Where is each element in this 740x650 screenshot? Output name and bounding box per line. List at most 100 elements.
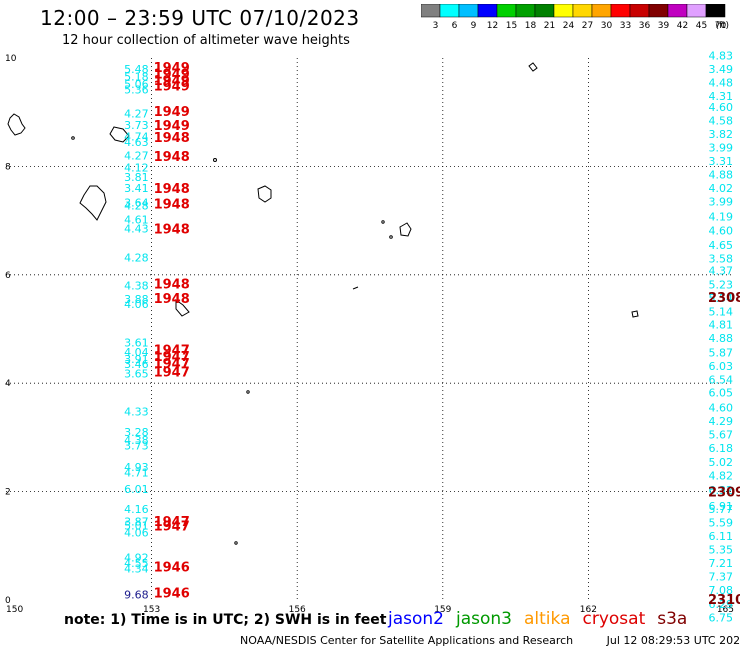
time-label: 1948: [154, 197, 190, 212]
islet: [213, 158, 217, 162]
wave-height-label: 4.65: [709, 239, 734, 252]
wave-height-label: 4.88: [709, 332, 734, 345]
x-tick-label: 162: [580, 605, 597, 615]
colorbar-swatch: [477, 4, 498, 18]
colorbar-swatch: [439, 4, 460, 18]
wave-height-label: 3.87: [124, 515, 149, 528]
islet: [389, 235, 393, 239]
time-label: 1947: [154, 357, 190, 372]
time-label: 1947: [154, 350, 190, 365]
wave-height-label: 3.61: [124, 337, 149, 350]
colorbar-label: 9: [471, 21, 477, 31]
wave-height-label: 6.54: [709, 373, 734, 386]
time-label: 2310: [708, 593, 740, 608]
x-tick-label: 159: [434, 605, 451, 615]
colorbar: 3 6 9 12 15 18 21 24 27 30 33 36 39 42 45 70(ft): [421, 4, 729, 31]
colorbar-swatch: [591, 4, 612, 18]
wave-height-label: 4.12: [124, 161, 149, 174]
wave-height-label: 4.74: [124, 131, 149, 144]
colorbar-swatch: [553, 4, 574, 18]
island-outline: [257, 185, 272, 203]
wave-height-label: 3.88: [124, 293, 149, 306]
islet: [352, 286, 359, 290]
y-tick-label: 10: [5, 54, 17, 64]
wave-height-label: 4.60: [709, 101, 734, 114]
wave-height-label: 4.60: [709, 402, 734, 415]
wave-height-label: 4.55: [124, 557, 149, 570]
wave-height-label: 4.27: [124, 150, 149, 163]
credit-line: NOAA/NESDIS Center for Satellite Applica…: [240, 634, 740, 647]
wave-height-label: 5.23: [709, 279, 734, 292]
y-tick-label: 0: [5, 596, 11, 606]
mission-altika: altika: [524, 609, 571, 629]
wave-height-label: 4.29: [709, 415, 734, 428]
wave-height-label: 4.28: [124, 251, 149, 264]
wave-height-label: 7.08: [709, 584, 734, 597]
wave-height-label: 3.99: [709, 196, 734, 209]
time-label: 1949: [154, 61, 190, 76]
colorbar-label: 12: [487, 21, 498, 31]
wave-height-label: 6.75: [709, 611, 734, 624]
islet: [246, 390, 250, 394]
wave-height-label: 4.19: [709, 210, 734, 223]
colorbar-swatch: [496, 4, 517, 18]
islet: [71, 136, 75, 140]
wave-height-label: 4.37: [709, 264, 734, 277]
colorbar-swatch: [610, 4, 631, 18]
wave-height-label: 7.37: [709, 571, 734, 584]
wave-height-label: 5.67: [709, 429, 734, 442]
wave-height-label: 7.21: [709, 557, 734, 570]
time-label: 1946: [154, 586, 190, 601]
x-tick-label: 165: [717, 605, 734, 615]
wave-height-label: 9.68: [124, 589, 149, 602]
x-tick-label: 150: [6, 605, 23, 615]
colorbar-label: 18: [525, 21, 537, 31]
time-label: 1948: [154, 278, 190, 293]
wave-height-label: 3.64: [124, 197, 149, 210]
wave-height-label: 6.03: [709, 360, 734, 373]
mission-jason3: jason3: [456, 609, 512, 629]
wave-height-label: 3.41: [124, 182, 149, 195]
time-label: 1947: [154, 519, 190, 534]
colorbar-unit: (ft): [715, 21, 729, 31]
y-tick-label: 4: [5, 379, 11, 389]
time-label: 1948: [154, 150, 190, 165]
wave-height-label: 3.49: [709, 63, 734, 76]
wave-height-label: 3.28: [124, 426, 149, 439]
wave-height-label: 5.18: [124, 70, 149, 83]
colorbar-swatch: [686, 4, 707, 18]
wave-height-label: 6.91: [709, 500, 734, 513]
wave-height-label: 3.65: [124, 367, 149, 380]
map-subtitle: 12 hour collection of altimeter wave hei…: [62, 33, 350, 48]
wave-height-label: 4.34: [124, 563, 149, 576]
credit-text: NOAA/NESDIS Center for Satellite Applica…: [240, 634, 574, 647]
y-tick-label: 6: [5, 271, 11, 281]
wave-height-label: 3.73: [124, 119, 149, 132]
wave-height-label: 6.18: [709, 442, 734, 455]
time-label: 1949: [154, 67, 190, 82]
island-outline: [79, 185, 107, 221]
wave-height-label: 4.43: [124, 223, 149, 236]
wave-height-label: 6.11: [709, 530, 734, 543]
wave-height-label: 6.29: [709, 598, 734, 611]
colorbar-swatch: [534, 4, 555, 18]
wave-height-label: 4.58: [709, 114, 734, 127]
wave-height-label: 5.48: [124, 63, 149, 76]
colorbar-swatch: [572, 4, 593, 18]
island-outline: [7, 113, 26, 136]
time-label: 1949: [154, 80, 190, 95]
colorbar-label: 70: [715, 21, 727, 31]
mission-s3a: s3a: [657, 609, 688, 629]
wave-height-label: 5.54: [709, 292, 734, 305]
time-label: 2309: [708, 486, 740, 501]
colorbar-swatch: [705, 4, 726, 18]
colorbar-label: 6: [452, 21, 458, 31]
wave-height-label: 4.38: [124, 434, 149, 447]
wave-height-label: 4.81: [709, 319, 734, 332]
colorbar-label: 27: [582, 21, 593, 31]
wave-height-label: 4.06: [124, 298, 149, 311]
wave-height-label: 4.02: [709, 182, 734, 195]
colorbar-label: 39: [658, 21, 670, 31]
colorbar-swatch: [458, 4, 479, 18]
wave-height-label: 3.99: [709, 141, 734, 154]
